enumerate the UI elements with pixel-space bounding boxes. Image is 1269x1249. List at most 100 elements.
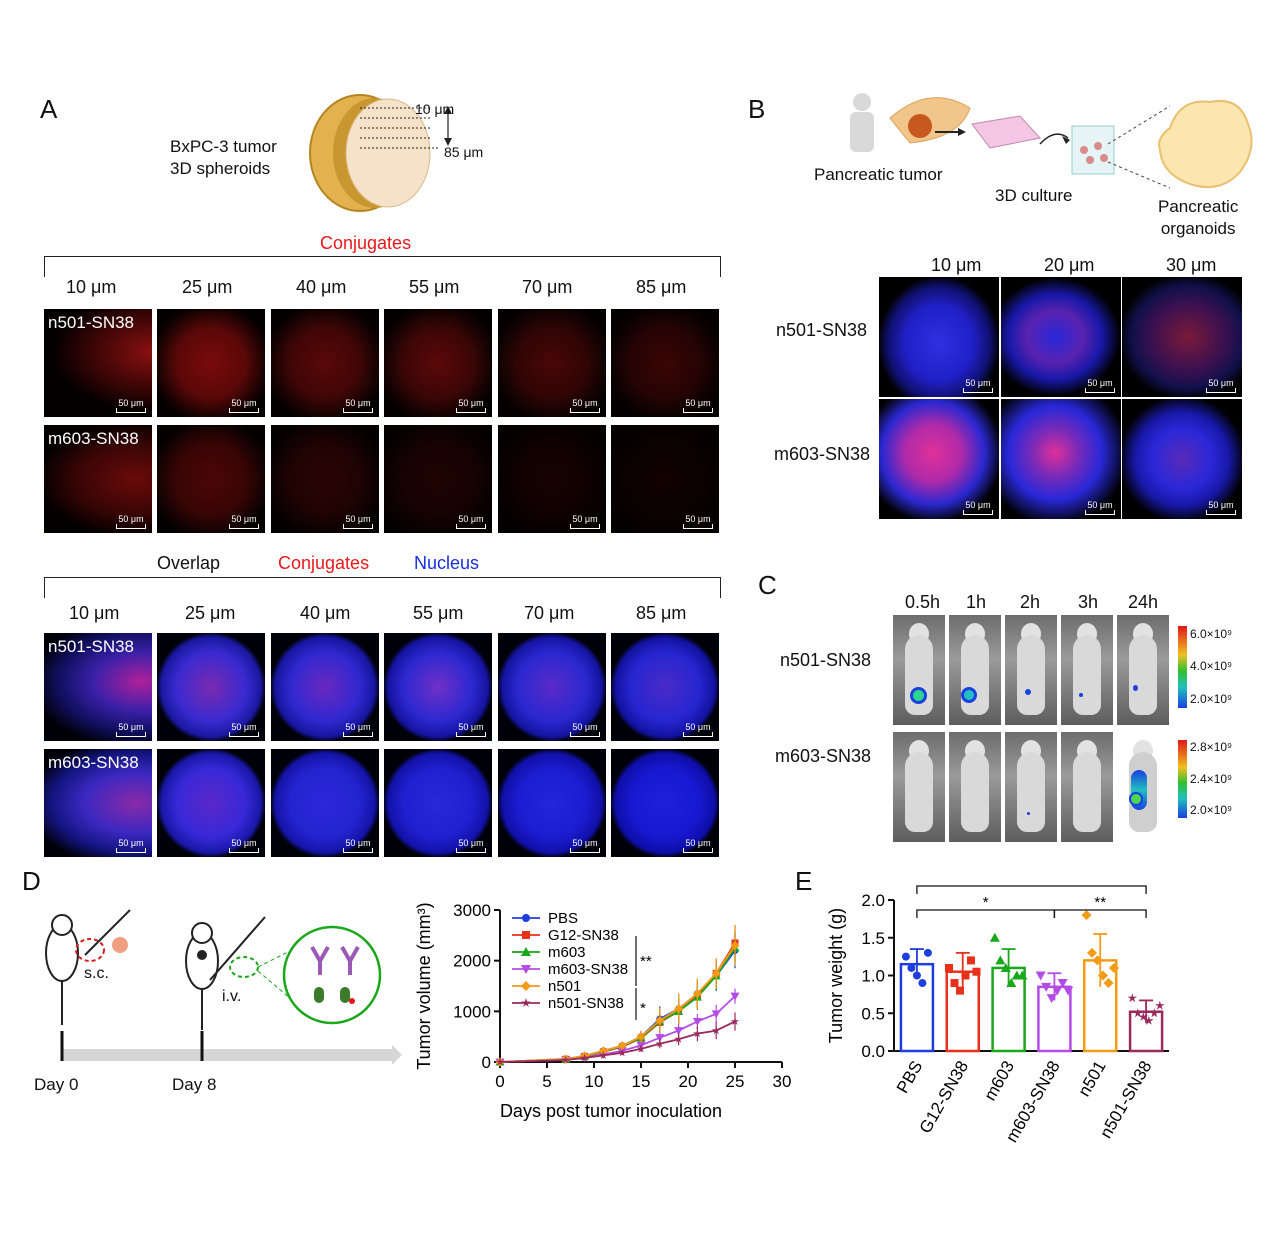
sc-label: s.c. <box>84 965 109 982</box>
ivis-image <box>1117 732 1169 842</box>
depth-bottom-label: 85 μm <box>444 144 484 160</box>
data-point <box>995 955 1006 965</box>
x-tick-label: 10 <box>585 1072 604 1091</box>
data-point <box>1092 955 1103 966</box>
scalebar-label: 50 μm <box>118 398 144 408</box>
colorscale-tick: 2.4×10⁹ <box>1190 772 1233 786</box>
organoid-tile: 50 μm <box>1001 399 1121 519</box>
bar-n501-SN38 <box>1127 993 1165 1053</box>
data-point <box>1098 970 1108 981</box>
ivis-image <box>949 732 1001 842</box>
panel-label-c: C <box>758 570 777 600</box>
micrograph-tile: 50 μm <box>611 633 719 741</box>
y-tick-label: 0 <box>482 1053 491 1072</box>
x-tick-label: 30 <box>773 1072 792 1091</box>
data-point <box>655 1015 665 1025</box>
depth-top-label: 10 μm <box>415 101 455 117</box>
data-point <box>1087 947 1097 958</box>
scalebar-label: 50 μm <box>1208 500 1234 510</box>
depth-header: 70 μm <box>524 603 575 623</box>
scalebar-label: 50 μm <box>572 398 598 408</box>
depth-header: 85 μm <box>636 277 687 297</box>
micrograph-tile: 50 μm <box>271 749 379 857</box>
organoid-tile: 50 μm <box>879 399 999 519</box>
micrograph-tile: 50 μm <box>611 749 719 857</box>
time-label: 1h <box>966 592 987 612</box>
row-label: m603-SN38 <box>48 753 139 772</box>
scalebar-label: 50 μm <box>685 514 711 524</box>
data-point <box>1144 1015 1154 1025</box>
colorscale-bar <box>1178 626 1187 708</box>
micrograph-tile: 50 μm <box>611 309 719 417</box>
micrograph-tile: 50 μm <box>384 425 492 533</box>
micrograph-tile: 50 μm <box>157 309 265 417</box>
data-point <box>1035 971 1046 981</box>
legend-marker <box>521 981 531 991</box>
group1-bracket <box>44 256 721 277</box>
data-point <box>599 1050 608 1060</box>
data-point <box>1149 1008 1160 1018</box>
data-point <box>617 1041 627 1051</box>
depth-header: 20 μm <box>1044 255 1095 275</box>
data-point <box>561 1055 571 1064</box>
data-point <box>730 1017 740 1026</box>
scalebar-label: 50 μm <box>572 722 598 732</box>
time-label: 0.5h <box>905 592 941 612</box>
ivis-image <box>1117 615 1169 725</box>
bar-m603-SN38 <box>1035 971 1074 1053</box>
data-point <box>655 1039 665 1048</box>
data-point <box>950 979 959 988</box>
row-label: m603-SN38 <box>48 429 139 448</box>
data-point <box>730 992 740 1001</box>
scalebar-label: 50 μm <box>1087 500 1113 510</box>
significance-label: * <box>983 894 989 911</box>
data-point <box>912 971 921 980</box>
legend-label: m603-SN38 <box>548 961 628 978</box>
y-tick-label: 2.0 <box>861 891 885 910</box>
micrograph-tile: 50 μm <box>498 633 606 741</box>
data-point <box>901 952 910 961</box>
data-point <box>907 963 916 972</box>
panel-label-a: A <box>40 94 58 124</box>
time-label: 24h <box>1128 592 1159 612</box>
legend-marker <box>521 965 531 974</box>
significance-label: *** <box>1023 880 1041 887</box>
micrograph-tile: 50 μm <box>384 749 492 857</box>
organoid-tile: 50 μm <box>1001 277 1121 397</box>
depth-header: 85 μm <box>636 603 687 623</box>
scalebar-label: 50 μm <box>458 398 484 408</box>
significance-bracket <box>916 885 1147 894</box>
pancreatic-tumor-label: Pancreatic tumor <box>814 165 943 184</box>
category-label: n501 <box>1074 1058 1109 1100</box>
data-point <box>674 1027 684 1036</box>
data-point <box>636 1032 646 1042</box>
ivis-image <box>893 732 945 842</box>
data-point <box>674 1004 684 1014</box>
colorscale-bar <box>1178 740 1187 818</box>
series-line <box>499 1020 736 1063</box>
significance-bracket <box>1053 909 1147 918</box>
depth-header: 70 μm <box>522 277 573 297</box>
legend-label: PBS <box>548 910 578 927</box>
panel-label-d: D <box>22 866 41 896</box>
ivis-image <box>1005 615 1057 725</box>
data-point <box>1000 962 1011 972</box>
data-point <box>1017 970 1028 980</box>
organoid-tile: 50 μm <box>1122 399 1242 519</box>
x-tick-label: 25 <box>726 1072 745 1091</box>
y-tick-label: 1000 <box>453 1002 491 1021</box>
scalebar-label: 50 μm <box>231 398 257 408</box>
data-point <box>674 1034 683 1043</box>
x-tick-label: 20 <box>679 1072 698 1091</box>
panel-label-b: B <box>748 94 766 124</box>
micrograph-tile: 50 μm <box>384 309 492 417</box>
time-label: 3h <box>1078 592 1099 612</box>
data-point <box>711 1026 721 1035</box>
micrograph-tile: 50 μm <box>384 633 492 741</box>
scalebar-label: 50 μm <box>572 514 598 524</box>
row-label: n501-SN38 <box>48 637 135 656</box>
data-point <box>1081 910 1092 921</box>
data-point <box>1155 1000 1165 1010</box>
tumor-volume-chart: 0 1000 2000 3000 0 5 10 15 20 25 30 Days post tumor… <box>414 901 792 1121</box>
